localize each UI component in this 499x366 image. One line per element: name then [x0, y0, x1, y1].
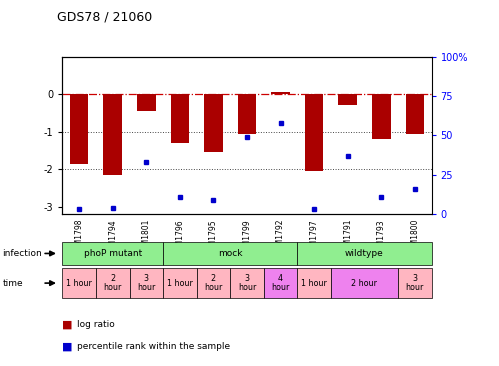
- Text: mock: mock: [218, 249, 243, 258]
- Text: 2 hour: 2 hour: [351, 279, 378, 288]
- Text: phoP mutant: phoP mutant: [84, 249, 142, 258]
- Text: log ratio: log ratio: [77, 320, 115, 329]
- Text: 2
hour: 2 hour: [204, 274, 223, 292]
- Text: GDS78 / 21060: GDS78 / 21060: [57, 11, 153, 24]
- Bar: [305, 94, 323, 171]
- Bar: [338, 94, 357, 105]
- Bar: [103, 94, 122, 175]
- Text: 2
hour: 2 hour: [103, 274, 122, 292]
- Text: 4
hour: 4 hour: [271, 274, 290, 292]
- Text: 1 hour: 1 hour: [66, 279, 92, 288]
- Bar: [171, 94, 189, 143]
- Text: 1 hour: 1 hour: [167, 279, 193, 288]
- Text: wildtype: wildtype: [345, 249, 384, 258]
- Bar: [204, 94, 223, 152]
- Bar: [271, 92, 290, 94]
- Text: 3
hour: 3 hour: [238, 274, 256, 292]
- Text: infection: infection: [2, 249, 42, 258]
- Text: ■: ■: [62, 341, 73, 351]
- Text: 1 hour: 1 hour: [301, 279, 327, 288]
- Bar: [238, 94, 256, 134]
- Text: 3
hour: 3 hour: [137, 274, 156, 292]
- Text: time: time: [2, 279, 23, 288]
- Bar: [70, 94, 88, 164]
- Bar: [372, 94, 391, 139]
- Text: 3
hour: 3 hour: [406, 274, 424, 292]
- Text: ■: ■: [62, 320, 73, 329]
- Bar: [137, 94, 156, 111]
- Text: percentile rank within the sample: percentile rank within the sample: [77, 342, 231, 351]
- Bar: [406, 94, 424, 134]
